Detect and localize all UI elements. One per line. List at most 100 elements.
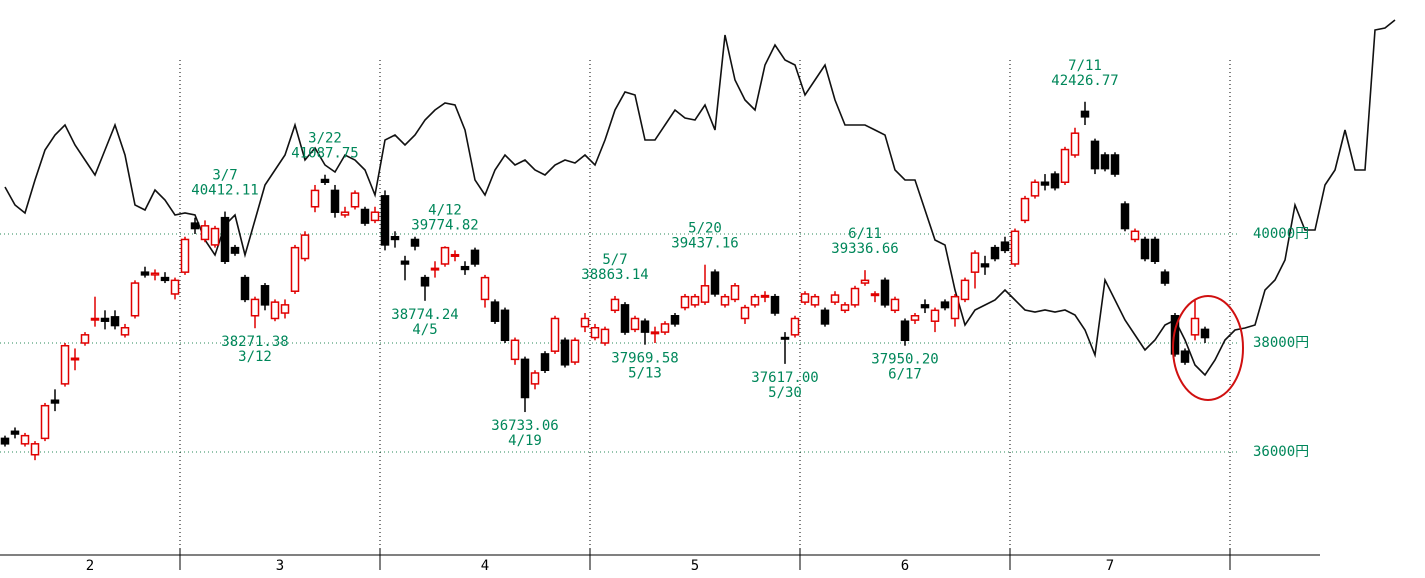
candle-body — [490, 301, 500, 322]
y-tick-label: 38000円 — [1253, 335, 1309, 351]
candle-body — [730, 285, 740, 301]
annotation-date: 3/22 — [308, 131, 342, 147]
candle-body — [280, 304, 290, 314]
annotation-date: 5/7 — [602, 252, 627, 268]
candle-body — [550, 317, 560, 352]
candle-body — [430, 267, 440, 271]
annotation-value: 37617.00 — [751, 370, 818, 386]
x-tick-label: 5 — [691, 558, 699, 574]
candle-body — [480, 276, 490, 301]
candle-body — [1100, 154, 1110, 170]
annotation-value: 39437.16 — [671, 236, 738, 252]
candle-body — [890, 298, 900, 312]
candle-body — [690, 295, 700, 306]
candle-body — [600, 328, 610, 344]
annotation-value: 41087.75 — [291, 146, 358, 162]
candle-body — [540, 353, 550, 372]
candle-body — [310, 189, 320, 208]
candle-body — [170, 279, 180, 295]
candle-body — [660, 323, 670, 333]
candle-body — [530, 372, 540, 385]
annotation-date: 3/7 — [212, 168, 237, 184]
candle-body — [740, 306, 750, 320]
annotation-date: 5/30 — [768, 385, 802, 401]
candle-body — [190, 222, 200, 230]
candle-body — [580, 317, 590, 328]
candle-body — [340, 211, 350, 216]
annotation-value: 36733.06 — [491, 418, 558, 434]
candle-body — [800, 293, 810, 303]
candle-body — [300, 234, 310, 260]
candle-body — [270, 301, 280, 320]
annotation-date: 5/13 — [628, 366, 662, 382]
candle-body — [1180, 350, 1190, 363]
x-tick-label: 2 — [86, 558, 94, 574]
annotation-date: 4/12 — [428, 202, 462, 218]
y-tick-label: 40000円 — [1253, 226, 1309, 242]
candle-body — [150, 272, 160, 276]
annotation-value: 42426.77 — [1051, 73, 1118, 89]
candle-layer — [0, 101, 1210, 461]
x-tick-label: 6 — [901, 558, 909, 574]
candle-body — [420, 276, 430, 287]
candle-body — [320, 178, 330, 183]
candle-body — [180, 238, 190, 273]
annotation-value: 38774.24 — [391, 307, 458, 323]
annotation-value: 39336.66 — [831, 241, 898, 257]
candle-body — [1090, 140, 1100, 170]
candle-body — [360, 208, 370, 224]
candle-body — [930, 309, 940, 322]
candle-body — [450, 253, 460, 257]
candle-body — [80, 334, 90, 344]
candle-body — [590, 326, 600, 339]
candle-body — [770, 295, 780, 314]
candle-body — [920, 304, 930, 309]
candle-body — [830, 294, 840, 303]
candle-body — [10, 430, 20, 435]
candle-body — [390, 235, 400, 241]
candle-body — [1010, 230, 1020, 265]
candle-body — [500, 309, 510, 342]
candle-body — [260, 285, 270, 306]
candle-body — [1000, 241, 1010, 252]
candle-body — [710, 271, 720, 295]
line-layer — [4, 19, 1396, 377]
candle-body — [560, 339, 570, 366]
line-series — [4, 19, 1396, 377]
candle-body — [650, 331, 660, 335]
candle-body — [0, 437, 10, 445]
x-tick-label: 3 — [276, 558, 284, 574]
candle-body — [980, 263, 990, 268]
candle-body — [990, 246, 1000, 260]
candle-body — [720, 295, 730, 306]
candle-body — [200, 225, 210, 241]
candle-body — [50, 399, 60, 404]
annotation-date: 6/11 — [848, 226, 882, 242]
annotation-value: 38863.14 — [581, 267, 648, 283]
annotation-value: 37950.20 — [871, 352, 938, 368]
candle-body — [60, 344, 70, 385]
candle-body — [520, 358, 530, 399]
candle-body — [840, 304, 850, 312]
candle-body — [1160, 271, 1170, 284]
candle-body — [1060, 148, 1070, 183]
annotation-date: 5/20 — [688, 221, 722, 237]
candle-body — [460, 265, 470, 271]
candle-body — [1110, 154, 1120, 175]
candle-body — [70, 357, 80, 361]
candle-body — [330, 189, 340, 213]
annotation-date: 7/11 — [1068, 58, 1102, 74]
candle-body — [970, 252, 980, 273]
annotation-value: 40412.11 — [191, 183, 258, 199]
annotation-date: 4/5 — [412, 322, 437, 338]
candle-body — [380, 195, 390, 246]
candle-body — [410, 238, 420, 247]
candle-body — [850, 287, 860, 306]
candle-body — [670, 315, 680, 325]
candle-body — [30, 443, 40, 456]
candle-body — [1190, 317, 1200, 336]
candle-body — [230, 246, 240, 254]
candle-body — [210, 227, 220, 246]
